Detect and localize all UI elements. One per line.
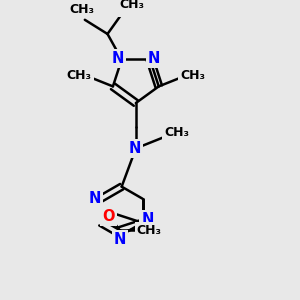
Text: N: N — [111, 51, 124, 66]
Text: CH₃: CH₃ — [70, 3, 94, 16]
Text: CH₃: CH₃ — [66, 69, 92, 82]
Text: O: O — [102, 209, 115, 224]
Text: CH₃: CH₃ — [180, 69, 205, 82]
Text: CH₃: CH₃ — [164, 126, 189, 139]
Text: N: N — [89, 191, 101, 206]
Text: CH₃: CH₃ — [119, 0, 144, 11]
Text: N: N — [141, 212, 154, 227]
Text: CH₃: CH₃ — [137, 224, 162, 237]
Text: N: N — [114, 232, 126, 247]
Text: N: N — [148, 51, 160, 66]
Text: N: N — [128, 141, 141, 156]
